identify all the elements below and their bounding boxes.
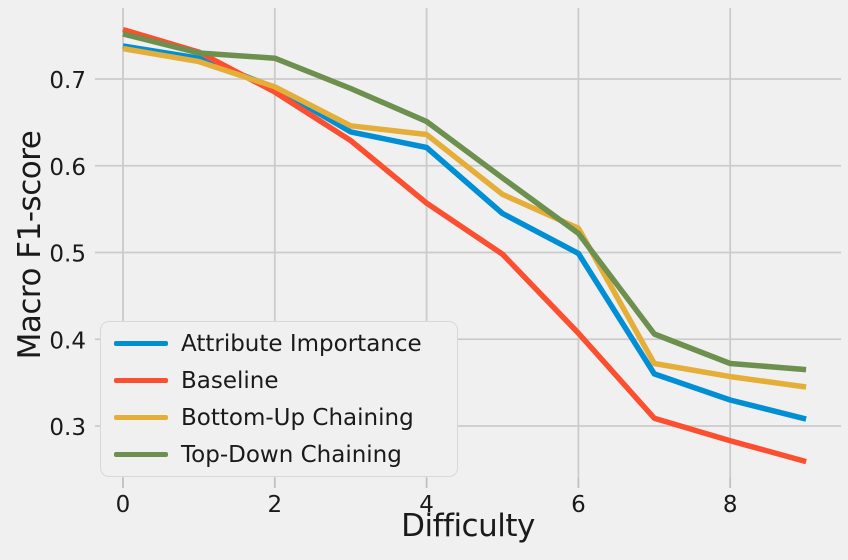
x-tick-label: 8 — [723, 492, 738, 518]
y-tick-label: 0.3 — [49, 415, 86, 441]
data-series-lines — [122, 26, 807, 465]
legend-label: Baseline — [181, 367, 279, 394]
legend-item-baseline: Baseline — [101, 362, 457, 399]
y-tick-label: 0.5 — [49, 242, 86, 268]
x-tick-label: 4 — [419, 492, 434, 518]
x-tick-label: 2 — [267, 492, 282, 518]
y-tick-label: 0.4 — [49, 328, 86, 354]
y-tick-label: 0.7 — [49, 68, 86, 94]
series-line-top-down-chaining — [122, 31, 807, 373]
legend-item-bottom-up-chaining: Bottom-Up Chaining — [101, 399, 457, 436]
x-tick-label: 6 — [571, 492, 586, 518]
legend-item-top-down-chaining: Top-Down Chaining — [101, 436, 457, 473]
legend: Attribute Importance Baseline Bottom-Up Ch… — [100, 321, 458, 477]
y-tick-label: 0.6 — [49, 155, 86, 181]
legend-label: Attribute Importance — [181, 330, 422, 357]
legend-line-swatch-bottom-up-chaining — [114, 414, 168, 421]
legend-line-swatch-top-down-chaining — [114, 451, 168, 458]
legend-label: Bottom-Up Chaining — [181, 404, 414, 431]
x-axis-label: Difficulty — [401, 508, 535, 544]
series-line-bottom-up-chaining — [122, 45, 807, 390]
axis-tick-marks — [122, 478, 732, 488]
axis-tick-labels: 0 2 4 6 8 0.3 0.4 0.5 0.6 0.7 — [49, 68, 737, 518]
legend-line-swatch-attribute-importance — [114, 340, 168, 347]
legend-item-attribute-importance: Attribute Importance — [101, 325, 457, 362]
x-tick-label: 0 — [116, 492, 131, 518]
legend-label: Top-Down Chaining — [181, 441, 402, 468]
y-axis-label: Macro F1-score — [12, 130, 48, 360]
legend-line-swatch-baseline — [114, 377, 168, 384]
